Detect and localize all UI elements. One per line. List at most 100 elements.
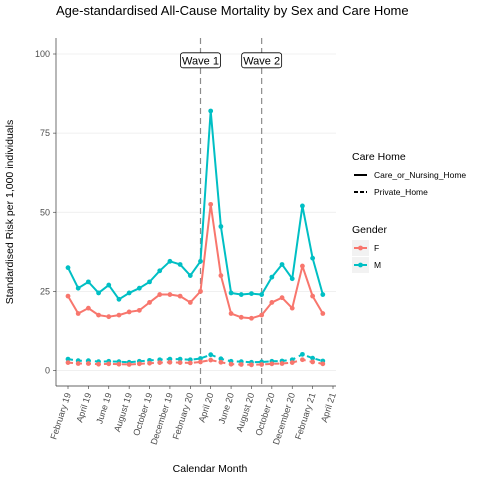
data-point [136,361,142,367]
data-point [116,312,122,318]
data-point [177,356,183,362]
data-point [167,359,173,365]
series-line [67,353,324,364]
data-point [289,360,295,365]
data-point [187,273,193,278]
legend-care-home-item: Care_or_Nursing_Home [374,170,466,180]
x-tick-label: February 21 [293,392,318,441]
data-point [259,312,265,318]
data-point [279,361,285,366]
data-point [300,263,305,269]
data-point [85,305,91,311]
data-point [187,360,193,366]
data-point [259,362,265,367]
data-point [279,262,285,267]
data-point [249,315,254,321]
data-point [65,265,71,271]
data-point [300,203,305,209]
legend-color-point [358,262,363,268]
x-tick-label: February 19 [48,392,73,441]
data-point [126,290,132,296]
data-point [65,293,71,299]
x-tick-label: April 19 [74,392,93,424]
data-point [228,361,234,367]
wave-annotation-label: Wave 1 [182,55,219,67]
data-point [208,352,214,358]
data-point [218,224,224,229]
data-point [75,285,81,291]
data-point [96,290,101,296]
data-point [269,274,275,280]
data-point [75,361,81,366]
wave-annotation-label: Wave 2 [243,55,280,67]
series-m-care-or-nursing-home [65,108,326,302]
x-tick-label: August 19 [112,392,134,434]
data-point [228,290,234,296]
x-axis-title: Calendar Month [173,463,248,475]
data-point [147,360,152,366]
x-tick-label: October 19 [131,392,154,437]
data-point [238,362,244,367]
data-point [65,356,71,362]
data-point [310,255,316,261]
wave-annotation-box [180,52,221,69]
y-tick-label: 100 [35,49,50,59]
series-f-private-home [65,357,326,368]
data-point [96,312,101,318]
data-point [187,300,193,305]
data-point [289,305,295,311]
data-point [208,108,214,114]
data-point [198,359,203,365]
data-point [147,279,152,285]
x-tick-label: August 20 [234,392,256,434]
data-point [85,361,91,366]
data-point [106,361,112,367]
data-point [198,356,203,361]
data-point [177,293,183,299]
data-point [249,291,254,296]
data-point [136,285,142,291]
data-point [320,361,326,367]
data-point [269,300,275,305]
data-point [208,201,214,207]
data-point [96,361,101,367]
data-point [218,273,224,278]
data-point [116,296,122,302]
data-point [198,258,203,264]
data-point [320,311,326,316]
series-line [67,109,324,301]
x-tick-label: April 21 [319,392,338,424]
legend-gender-item: M [374,260,381,270]
data-point [310,359,316,365]
legend-color-point [358,245,363,251]
data-point [249,362,254,368]
data-point [289,276,295,282]
legend-gender-item: F [374,243,379,253]
data-point [177,262,183,267]
x-tick-label: October 20 [253,392,276,437]
legend-care-home-item: Private_Home [374,187,428,197]
data-point [85,279,91,285]
data-point [167,258,173,264]
y-tick-label: 0 [45,366,50,376]
series-f-care-or-nursing-home [65,201,326,321]
data-point [65,360,71,365]
data-point [218,356,224,362]
data-point [310,355,316,361]
data-point [228,311,234,316]
x-tick-label: February 20 [171,392,196,441]
x-tick-label: June 20 [217,392,236,426]
wave-annotation-box [241,52,283,69]
data-point [106,282,112,288]
data-point [116,361,122,367]
data-point [147,300,152,305]
data-point [300,357,305,363]
data-point [259,292,265,297]
data-point [238,292,244,297]
data-point [218,359,224,365]
data-point [106,314,112,320]
data-point [136,307,142,313]
data-point [198,288,203,294]
data-point [269,361,275,367]
